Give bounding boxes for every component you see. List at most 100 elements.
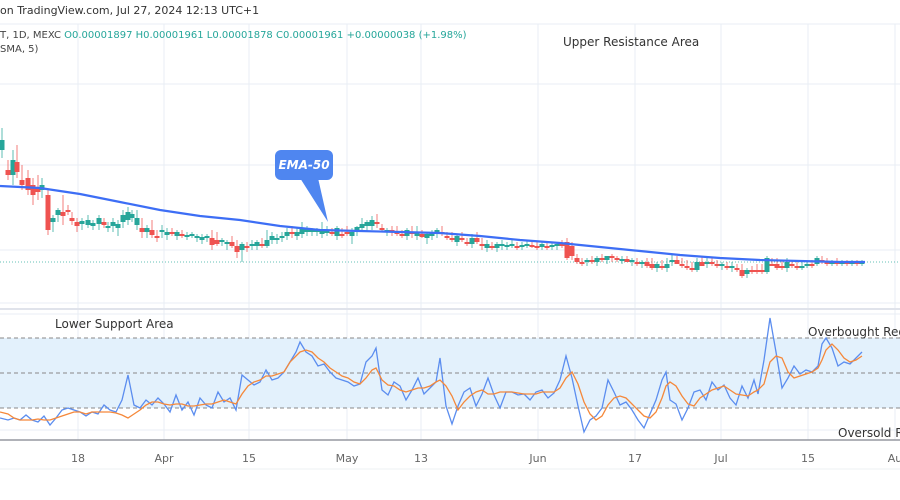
candle-down (794, 266, 800, 268)
candle-up (364, 222, 370, 226)
candle-up (0, 140, 5, 150)
candle-down (35, 188, 41, 192)
candle-up (134, 218, 140, 225)
candle-up (744, 270, 750, 274)
candle-down (759, 270, 765, 272)
candle-down (449, 238, 455, 240)
candle-down (179, 234, 185, 236)
candle-up (174, 232, 180, 236)
candle-down (749, 270, 755, 272)
x-tick-label: Apr (154, 452, 174, 465)
candle-up (294, 232, 300, 236)
candle-down (779, 266, 785, 268)
x-tick-label: 15 (801, 452, 815, 465)
candle-up (584, 260, 590, 262)
candle-down (101, 222, 107, 225)
candle-down (774, 264, 780, 268)
candle-down (289, 232, 295, 234)
upper-resistance-label: Upper Resistance Area (563, 35, 700, 49)
candle-down (699, 262, 705, 266)
candle-up (269, 236, 275, 240)
candle-up (324, 231, 330, 233)
candle-down (789, 264, 795, 266)
candle-up (249, 244, 255, 246)
candle-up (254, 242, 260, 246)
candle-down (244, 246, 250, 248)
candle-up (799, 266, 805, 268)
candle-up (10, 160, 16, 175)
candle-down (259, 244, 265, 246)
candle-up (509, 244, 515, 246)
x-tick-label: Jun (529, 452, 547, 465)
x-tick-label: 13 (414, 452, 428, 465)
candle-up (494, 244, 500, 248)
candle-down (824, 262, 830, 264)
candle-up (604, 256, 610, 260)
candle-up (159, 230, 165, 232)
ema-50-line (0, 184, 865, 264)
candle-down (754, 270, 760, 272)
candle-up (484, 244, 490, 248)
candle-up (704, 262, 710, 264)
candle-up (629, 260, 635, 262)
candle-up (669, 260, 675, 262)
candle-down (339, 234, 345, 236)
candle-down (739, 270, 745, 276)
x-tick-label: Jul (714, 452, 728, 465)
candle-down (589, 260, 595, 262)
candle-down (614, 258, 620, 260)
candle-up (204, 236, 210, 238)
candle-up (120, 215, 126, 222)
candle-down (139, 228, 145, 232)
candle-up (499, 244, 505, 246)
candle-up (199, 237, 205, 240)
candle-down (644, 262, 650, 266)
candle-up (309, 230, 315, 232)
candle-down (679, 264, 685, 266)
candle-up (239, 244, 245, 250)
close-value: C0.00001961 (275, 30, 344, 41)
callout-pointer (300, 178, 328, 222)
candle-up (454, 236, 460, 242)
candle-up (764, 258, 770, 272)
overbought-label: Overbought Regio (808, 325, 900, 339)
candle-up (129, 214, 135, 218)
candle-up (334, 228, 340, 236)
candle-down (709, 262, 715, 264)
candle-up (125, 212, 131, 220)
change-value: +0.00000038 (+1.98%) (346, 30, 467, 41)
candle-down (234, 246, 240, 252)
oversold-label: Oversold Re (838, 426, 900, 440)
candle-up (354, 227, 360, 232)
candle-up (654, 264, 660, 268)
candle-up (85, 220, 91, 225)
x-tick-label: 18 (71, 452, 85, 465)
candle-down (14, 162, 20, 172)
candle-up (164, 232, 170, 235)
indicator-legend: SMA, 5) (0, 44, 39, 55)
candle-up (664, 264, 670, 268)
candle-down (559, 244, 565, 246)
candle-down (379, 228, 385, 230)
candle-down (60, 212, 66, 216)
candle-up (264, 240, 270, 246)
candle-down (30, 185, 36, 195)
candle-down (609, 256, 615, 258)
candle-down (419, 234, 425, 237)
x-tick-label: 15 (242, 452, 256, 465)
candle-down (65, 210, 71, 212)
high-value: H0.00001961 (135, 30, 204, 41)
candle-down (714, 264, 720, 266)
candle-down (574, 258, 580, 262)
published-label: on TradingView.com, Jul 27, 2024 12:13 U… (0, 4, 260, 17)
candle-down (399, 234, 405, 236)
candle-up (279, 236, 285, 238)
candle-down (634, 262, 640, 264)
candle-down (734, 268, 740, 270)
candle-down (489, 246, 495, 248)
candle-down (459, 238, 465, 240)
candle-up (804, 264, 810, 266)
candle-up (829, 262, 835, 264)
candle-down (624, 259, 630, 262)
